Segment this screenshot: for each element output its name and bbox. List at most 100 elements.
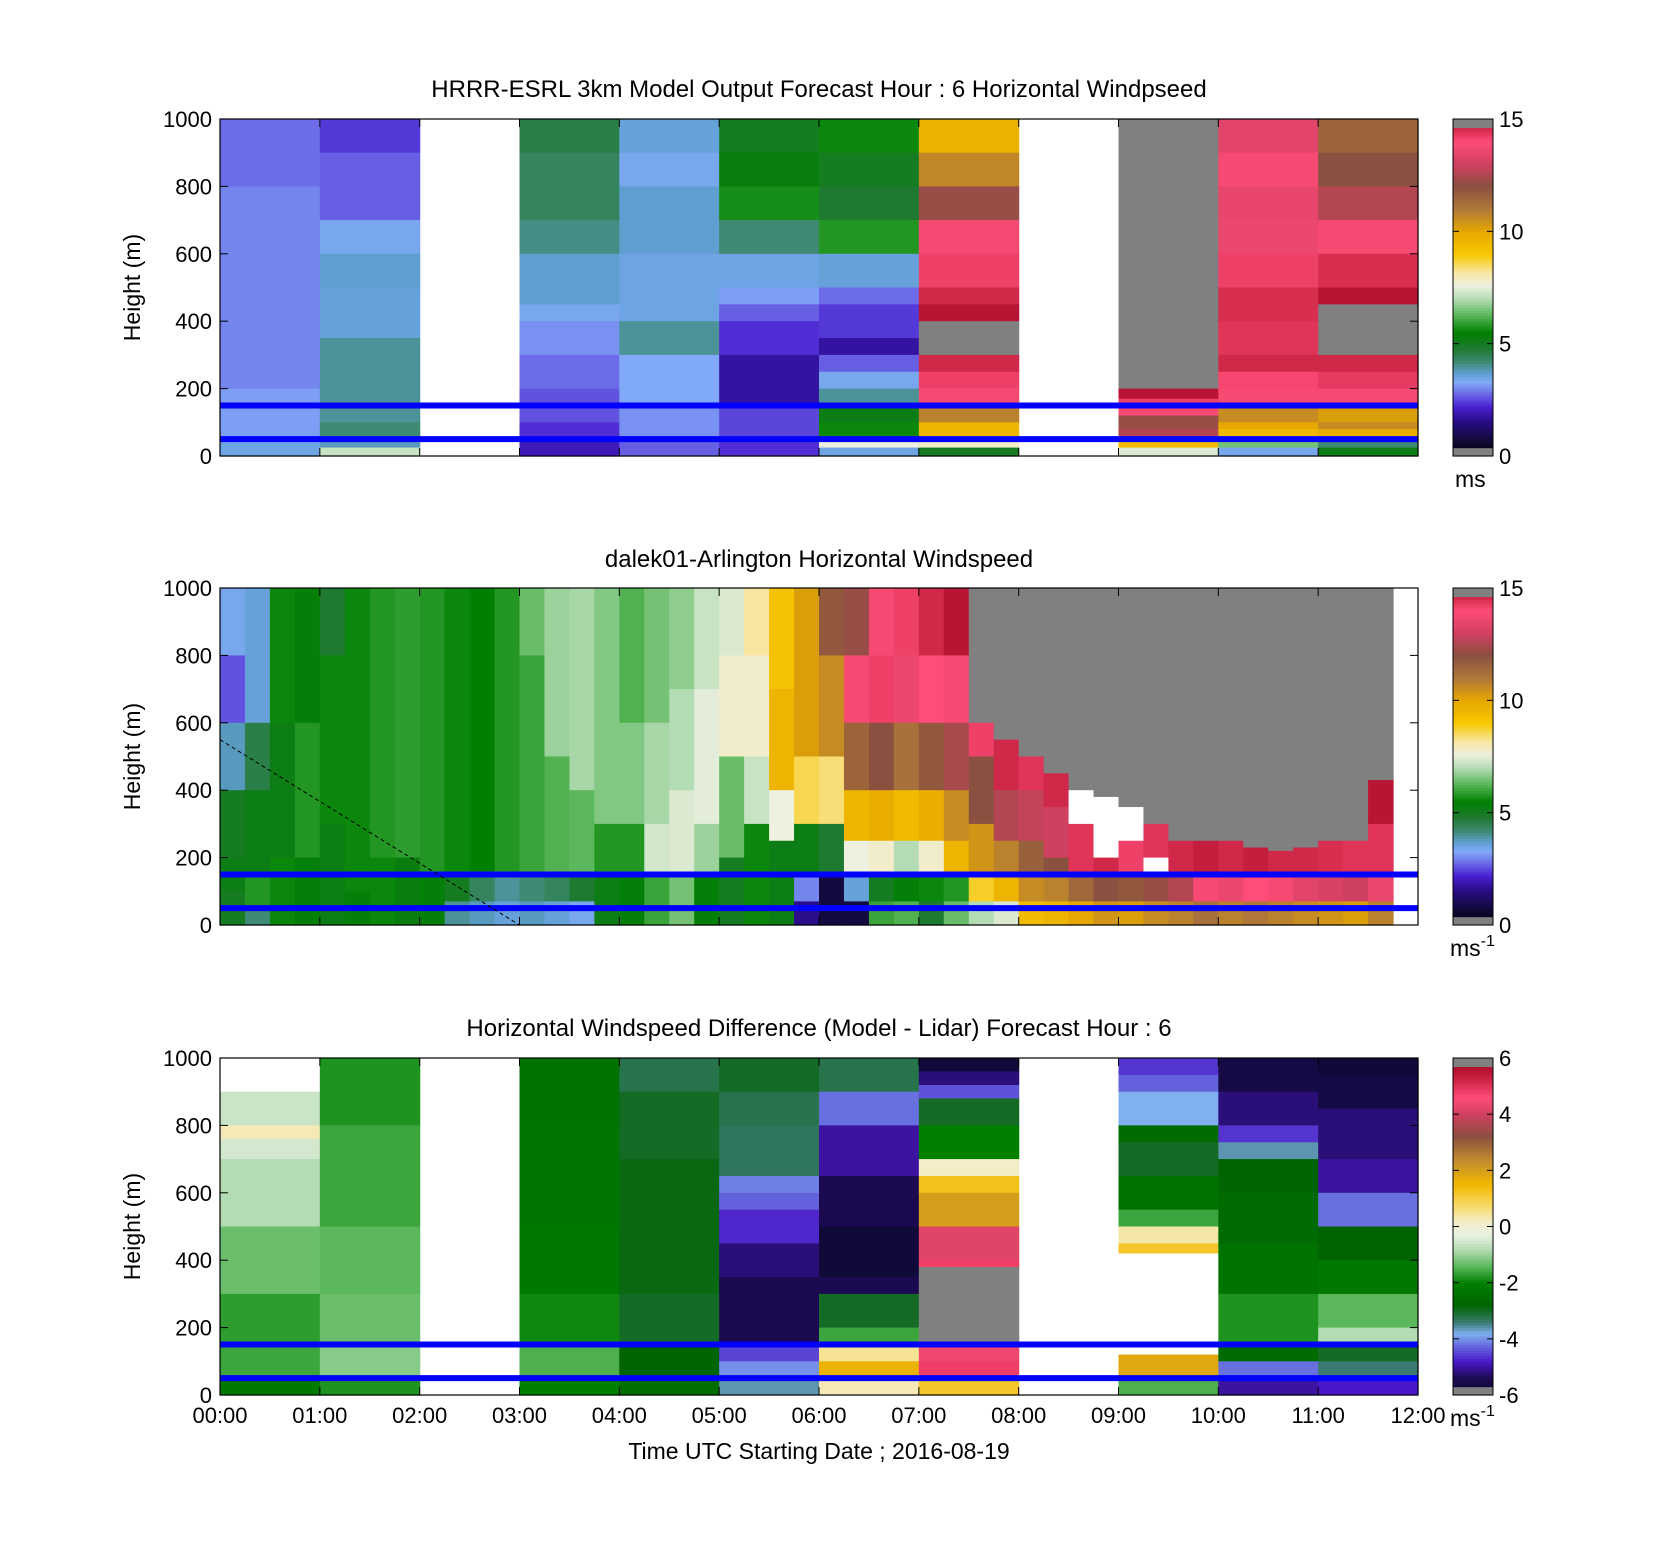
heatmap-cell [819,1327,920,1346]
colorbar-segment [1453,739,1493,744]
colorbar-segment [1453,309,1493,314]
colorbar-segment [1453,652,1493,656]
heatmap-cell [868,588,895,656]
heatmap-cell [1218,447,1319,457]
colorbar-segment [1453,1083,1493,1087]
heatmap-cell [1118,1378,1219,1396]
colorbar-segment [1453,717,1493,721]
heatmap-cell [943,655,970,724]
heatmap-cell [1218,186,1319,221]
heatmap-cell [619,186,720,255]
heatmap-cell [819,220,920,255]
heatmap-cell [719,1378,820,1396]
colorbar-segment [1453,1257,1493,1261]
colorbar-segment [1453,1192,1493,1197]
colorbar-segment [1453,1153,1493,1157]
colorbar-segment [1453,905,1493,909]
heatmap-cell [1318,422,1419,430]
colorbar-segment [1453,1114,1493,1118]
heatmap-cell [220,119,321,187]
colorbar-segment [1453,919,1493,923]
heatmap-cell [943,722,970,791]
colorbar-segment [1453,427,1493,432]
y-tick-label: 800 [175,174,212,199]
heatmap-cell [319,1344,421,1379]
colorbar-segment [1453,1305,1493,1309]
heatmap-cell [1268,850,1294,876]
heatmap-cell [1318,253,1419,289]
heatmap-cell [794,588,820,758]
colorbar-segment [1453,287,1493,291]
colorbar-segment [1453,1080,1493,1084]
colorbar-segment [1453,425,1493,429]
heatmap-cell [819,874,845,926]
colorbar-segment [1453,236,1493,241]
heatmap-cell [1218,422,1319,430]
colorbar-segment [1453,217,1493,221]
heatmap-cell [1368,901,1394,926]
colorbar-segment [1453,621,1493,626]
heatmap-cell [619,119,720,154]
colorbar-segment [1453,234,1493,238]
heatmap-cell [819,439,920,449]
colorbar-segment [1453,377,1493,381]
x-tick-label: 10:00 [1191,1403,1246,1428]
colorbar-segment [1453,1173,1493,1177]
colorbar-tick-label: 10 [1499,219,1523,244]
heatmap-cell [1218,371,1319,390]
heatmap-cell [794,901,820,926]
heatmap-cell [1168,588,1194,842]
colorbar-segment [1453,422,1493,426]
heatmap-cell [819,756,845,825]
colorbar-segment [1453,397,1493,401]
colorbar-segment [1453,618,1493,623]
heatmap-cell [294,588,321,724]
colorbar-segment [1453,672,1493,676]
heatmap-cell [719,1243,820,1278]
heatmap-cell [1293,847,1319,876]
colorbar-segment [1453,200,1493,204]
heatmap-cell [719,439,820,457]
colorbar-segment [1453,635,1493,640]
colorbar-segment [1453,135,1493,140]
colorbar-segment [1453,430,1493,435]
heatmap-cell [1118,874,1145,903]
heatmap-cell [819,1058,920,1093]
heatmap-cell [519,220,620,255]
heatmap-cell [1118,1074,1219,1093]
heatmap-cell [1068,790,1095,825]
colorbar-segment [1453,613,1493,617]
heatmap-cell [819,405,920,423]
colorbar-segment [1453,402,1493,407]
colorbar-segment [1453,354,1493,359]
heatmap-cell [1043,901,1070,926]
heatmap-cell [1293,901,1319,926]
heatmap-cell [918,388,1020,407]
colorbar-segment [1453,1156,1493,1160]
heatmap-cell [1318,152,1419,187]
heatmap-cell [1118,1253,1219,1356]
colorbar-segment [1453,1111,1493,1115]
heatmap-cell [1118,388,1219,400]
x-tick-label: 03:00 [492,1403,547,1428]
colorbar-segment [1453,169,1493,173]
heatmap-cell [918,447,1020,457]
heatmap-cell [719,321,820,356]
colorbar-segment [1453,630,1493,634]
heatmap-cell [918,1098,1020,1126]
colorbar-segment [1453,250,1493,255]
colorbar-segment [1453,1383,1493,1388]
colorbar-segment [1453,1324,1493,1329]
colorbar-segment [1453,916,1493,920]
heatmap-cell [1318,1058,1419,1076]
heatmap-cell [819,1175,920,1228]
y-tick-label: 600 [175,711,212,736]
colorbar-segment [1453,408,1493,412]
colorbar-segment [1453,675,1493,679]
heatmap-cell [819,1277,920,1295]
heatmap-cell [843,722,870,791]
heatmap-cell [669,874,695,926]
colorbar-tick-label: 6 [1499,1046,1511,1071]
heatmap-cell [719,1344,820,1362]
colorbar-segment [1453,1131,1493,1135]
